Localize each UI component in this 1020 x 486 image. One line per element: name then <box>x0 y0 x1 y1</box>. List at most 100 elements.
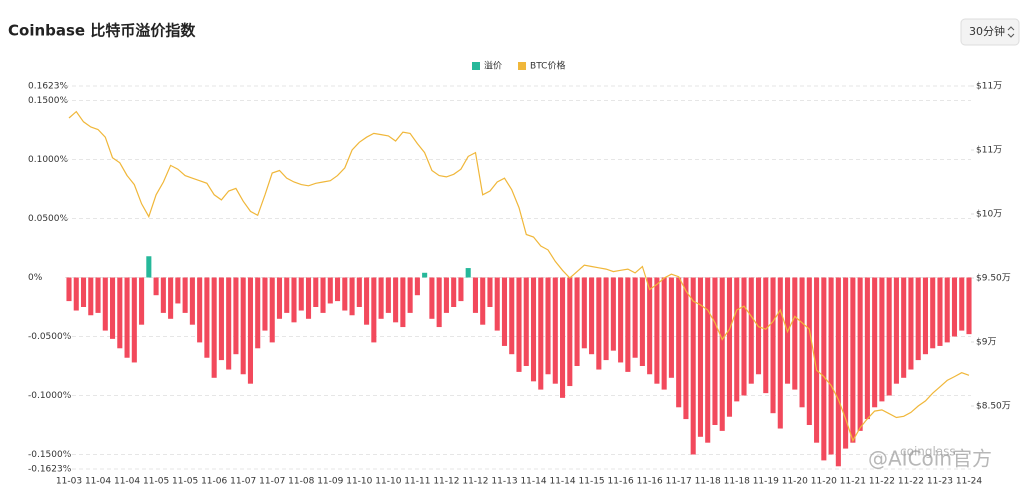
y-tick-label: 0.1500% <box>28 96 68 106</box>
bar <box>335 277 341 302</box>
x-tick-label: 11-17 <box>666 477 692 486</box>
x-tick-label: 11-14 <box>520 477 546 486</box>
bar <box>480 277 486 325</box>
bar <box>102 277 108 331</box>
chart-title: Coinbase 比特币溢价指数 <box>8 22 196 40</box>
bar <box>726 277 733 417</box>
bar <box>182 277 188 313</box>
x-tick-label: 11-13 <box>491 477 517 486</box>
button-chevron[interactable] <box>1007 26 1015 38</box>
bar <box>668 277 674 378</box>
bar <box>647 277 653 375</box>
x-tick-label: 11-14 <box>549 477 575 486</box>
bar <box>908 277 914 370</box>
bar <box>792 277 798 390</box>
x-tick-label: 11-10 <box>375 477 401 486</box>
bar <box>734 277 740 402</box>
bar <box>581 277 587 349</box>
bar <box>625 277 631 372</box>
bar <box>414 277 420 296</box>
watermark: @AICoin官方 <box>868 447 992 471</box>
x-tick-label: 11-23 <box>927 477 953 486</box>
bar <box>124 277 130 358</box>
bar <box>472 277 478 313</box>
bar <box>799 277 805 408</box>
bar <box>661 277 667 390</box>
x-tick-label: 11-12 <box>433 477 459 486</box>
bar <box>385 277 391 313</box>
y-tick-label: 0.1000% <box>28 155 68 165</box>
bar <box>864 277 870 420</box>
bar <box>552 277 558 384</box>
y2-tick-label: $9万 <box>976 338 996 348</box>
bar <box>697 277 703 437</box>
bar <box>117 277 123 349</box>
x-tick-label: 11-04 <box>85 477 111 486</box>
x-tick-label: 11-10 <box>346 477 372 486</box>
bar <box>95 277 101 313</box>
bar <box>218 277 224 361</box>
x-tick-label: 11-06 <box>201 477 227 486</box>
watermark: coinglass <box>900 445 956 459</box>
bar <box>66 277 72 302</box>
bar <box>327 277 333 304</box>
y2-tick-label: $11万 <box>976 82 1002 92</box>
bar <box>269 277 275 343</box>
bar <box>240 277 246 375</box>
bar <box>494 277 500 331</box>
x-tick-label: 11-05 <box>143 477 169 486</box>
bar <box>966 277 972 335</box>
bar <box>393 277 399 323</box>
bar <box>364 277 370 325</box>
bar <box>436 277 442 328</box>
bar <box>226 277 232 370</box>
button-frame[interactable] <box>960 18 1020 46</box>
bar <box>538 277 544 390</box>
bar <box>843 277 849 449</box>
bar <box>349 277 355 316</box>
x-tick-label: 11-09 <box>317 477 343 486</box>
x-tick-label: 11-04 <box>114 477 140 486</box>
bar <box>509 277 515 355</box>
bar <box>596 277 602 370</box>
y-tick-label: 0.0500% <box>28 214 68 224</box>
bar <box>937 277 943 346</box>
bar <box>770 277 776 414</box>
x-tick-label: 11-11 <box>404 477 430 486</box>
x-tick-label: 11-22 <box>869 477 895 486</box>
x-tick-label: 11-22 <box>898 477 924 486</box>
interval-button[interactable]: 30分钟 <box>960 18 1020 46</box>
bar <box>197 277 203 343</box>
x-tick-label: 11-05 <box>172 477 198 486</box>
bar <box>814 277 820 443</box>
x-tick-label: 11-18 <box>695 477 721 486</box>
bar <box>298 277 304 311</box>
bar <box>305 277 312 319</box>
bar <box>741 277 747 396</box>
y2-tick-label: $10万 <box>976 210 1002 220</box>
bar <box>560 277 566 398</box>
bar <box>458 277 464 302</box>
bar <box>400 277 406 328</box>
legend-swatch <box>518 62 527 70</box>
x-tick-label: 11-18 <box>724 477 750 486</box>
bar <box>189 277 195 325</box>
bar <box>356 277 362 307</box>
y-tick-label: -0.1623% <box>28 465 72 475</box>
bar <box>915 277 921 361</box>
button-label[interactable]: 30分钟 <box>969 24 1005 38</box>
bar <box>175 277 181 304</box>
bar <box>821 277 827 461</box>
bar <box>487 277 493 307</box>
bar <box>88 277 94 316</box>
bar <box>516 277 522 372</box>
bar <box>893 277 899 384</box>
bar <box>545 277 551 375</box>
x-tick-label: 11-12 <box>462 477 488 486</box>
bar <box>291 277 297 323</box>
bar <box>139 277 145 325</box>
legend-swatch <box>472 62 480 70</box>
bar <box>589 277 595 355</box>
y-tick-label: -0.0500% <box>28 332 72 342</box>
bar <box>930 277 936 349</box>
